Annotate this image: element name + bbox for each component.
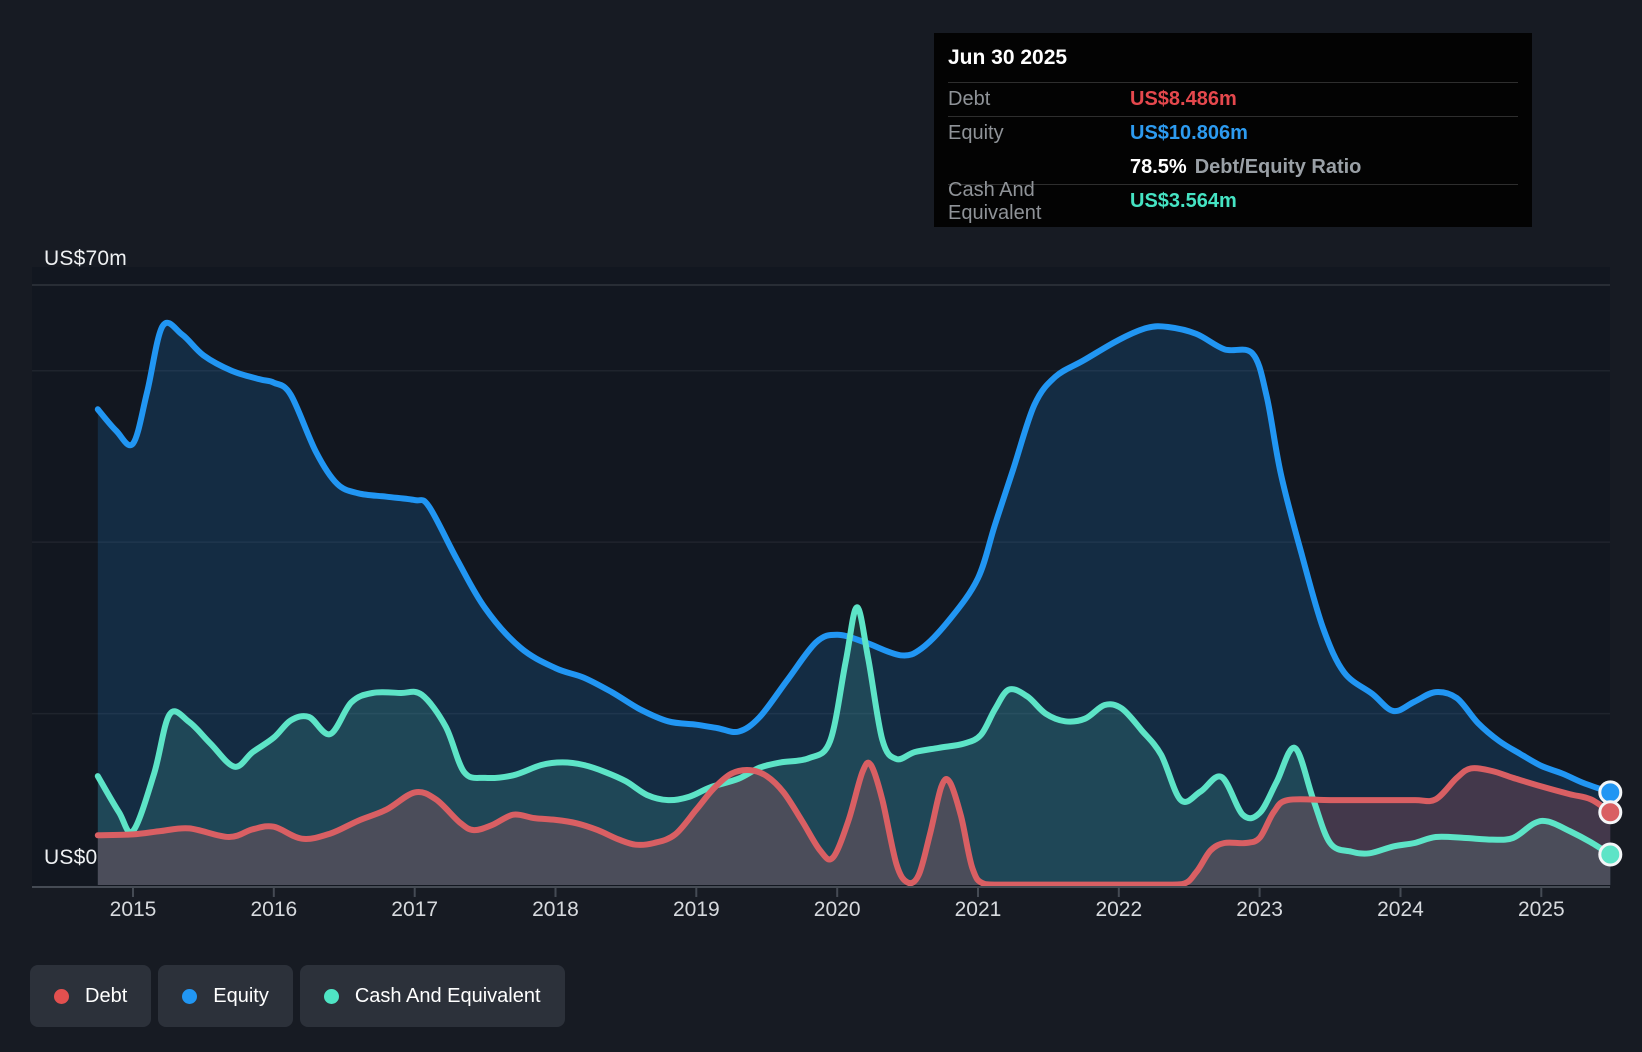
equity-endpoint-dot [1600, 782, 1621, 803]
tooltip-ratio-label: Debt/Equity Ratio [1195, 156, 1362, 178]
tooltip-row-cash: Cash And Equivalent US$3.564m [948, 184, 1518, 218]
debt-endpoint-dot [1600, 802, 1621, 823]
tooltip-row-debt: Debt US$8.486m [948, 82, 1518, 116]
legend-equity-label: Equity [213, 985, 269, 1008]
equity-dot-icon [182, 989, 197, 1004]
x-axis-label-2018: 2018 [510, 898, 600, 922]
x-axis-label-2016: 2016 [229, 898, 319, 922]
tooltip-ratio-value: 78.5% [1130, 156, 1187, 178]
x-axis-label-2022: 2022 [1074, 898, 1164, 922]
x-axis-label-2017: 2017 [370, 898, 460, 922]
tooltip-debt-value: US$8.486m [1130, 88, 1237, 111]
y-axis-label-top: US$70m [44, 247, 127, 271]
tooltip-row-equity: Equity US$10.806m [948, 116, 1518, 150]
cash-and-equivalent-endpoint-dot [1600, 844, 1621, 865]
tooltip-ratio: 78.5% Debt/Equity Ratio [1130, 156, 1361, 179]
x-axis-label-2025: 2025 [1496, 898, 1586, 922]
tooltip-date: Jun 30 2025 [948, 33, 1518, 82]
cash-dot-icon [324, 989, 339, 1004]
x-axis-label-2020: 2020 [792, 898, 882, 922]
tooltip-cash-label: Cash And Equivalent [948, 179, 1130, 225]
tooltip-cash-value: US$3.564m [1130, 190, 1237, 213]
legend-item-cash[interactable]: Cash And Equivalent [300, 965, 565, 1027]
x-axis-label-2023: 2023 [1215, 898, 1305, 922]
tooltip-equity-label: Equity [948, 122, 1130, 145]
tooltip-debt-label: Debt [948, 88, 1130, 111]
legend-debt-label: Debt [85, 985, 127, 1008]
x-axis-label-2019: 2019 [651, 898, 741, 922]
x-axis-label-2024: 2024 [1355, 898, 1445, 922]
debt-dot-icon [54, 989, 69, 1004]
x-axis-label-2021: 2021 [933, 898, 1023, 922]
y-axis-label-zero: US$0 [44, 846, 97, 870]
chart-legend: Debt Equity Cash And Equivalent [30, 965, 565, 1027]
tooltip-equity-value: US$10.806m [1130, 122, 1248, 145]
x-axis-label-2015: 2015 [88, 898, 178, 922]
chart-tooltip: Jun 30 2025 Debt US$8.486m Equity US$10.… [934, 33, 1532, 227]
legend-cash-label: Cash And Equivalent [355, 985, 541, 1008]
legend-item-debt[interactable]: Debt [30, 965, 151, 1027]
legend-item-equity[interactable]: Equity [158, 965, 293, 1027]
